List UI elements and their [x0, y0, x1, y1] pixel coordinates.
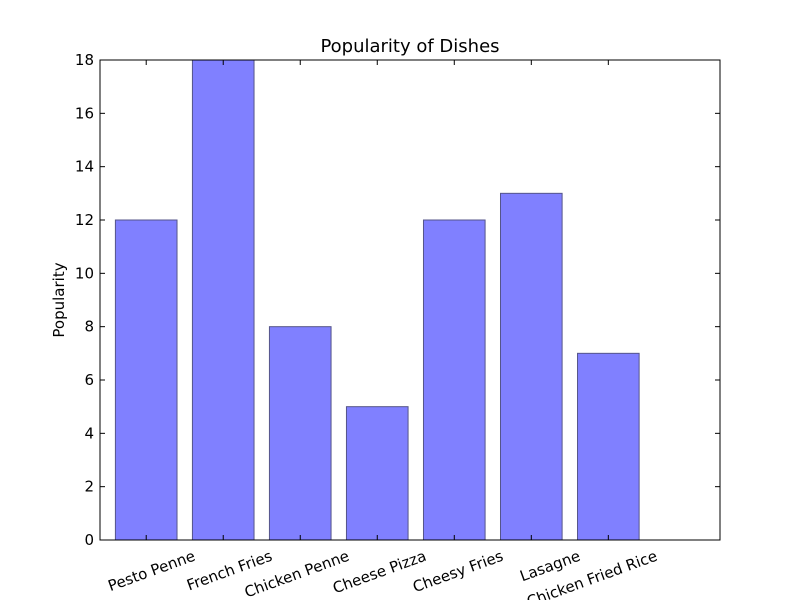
y-tick-label-8: 16	[75, 104, 94, 122]
y-tick-label-2: 4	[84, 424, 94, 442]
y-tick-label-4: 8	[84, 318, 94, 336]
y-tick-label-6: 12	[75, 211, 94, 229]
y-tick-label-9: 18	[75, 51, 94, 69]
bar-2	[268, 326, 332, 541]
bar-3	[345, 406, 409, 541]
y-tick-label-7: 14	[75, 158, 94, 176]
bar-5	[499, 192, 563, 541]
bar-0	[114, 219, 178, 541]
y-tick-label-0: 0	[84, 531, 94, 549]
y-axis-label: Popularity	[50, 262, 68, 337]
y-tick-label-5: 10	[75, 264, 94, 282]
x-tick-label-0: Pesto Penne	[106, 547, 198, 595]
y-tick-label-3: 6	[84, 371, 94, 389]
chart-title: Popularity of Dishes	[320, 36, 499, 57]
ticks-group	[100, 59, 720, 541]
y-tick-labels: 0 2 4 6 8 10 12 14 16 18	[75, 51, 94, 549]
y-tick-label-1: 2	[84, 478, 94, 496]
bar-6	[577, 352, 640, 541]
bar-4	[422, 219, 486, 541]
bars-group	[114, 59, 640, 541]
bar-1	[191, 59, 255, 541]
plot-frame	[99, 59, 721, 541]
